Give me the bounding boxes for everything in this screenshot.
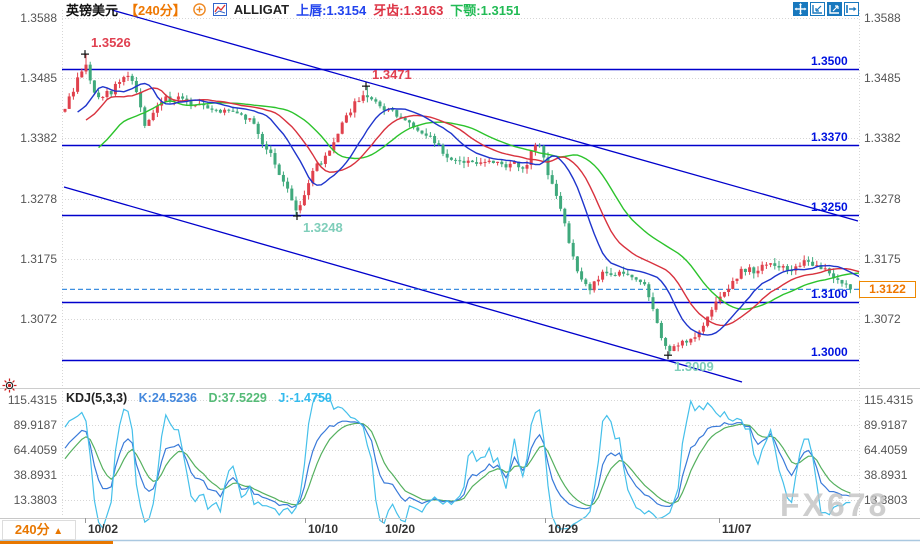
kdj-k-value: K:24.5236 — [138, 391, 197, 405]
indicator-name: ALLIGAT — [233, 2, 290, 17]
kdj-header: KDJ(5,3,3) K:24.5236 D:37.5229 J:-1.4750 — [66, 391, 340, 405]
alligator-teeth-value: 牙齿:1.3163 — [373, 3, 444, 18]
y-axis-label-left: 1.3278 — [20, 191, 57, 206]
kdj-axis-label-left: 38.8931 — [13, 467, 57, 482]
period-selector-underline — [0, 541, 113, 544]
kdj-axis-label-left: 64.4059 — [13, 442, 57, 457]
kdj-axis-label-left: 13.3803 — [13, 492, 57, 507]
kdj-d-value: D:37.5229 — [208, 391, 267, 405]
x-axis-label-10/10: 10/10 — [308, 522, 339, 536]
y-axis-label-left: 1.3175 — [20, 251, 57, 266]
timeframe-label[interactable]: 【240分】 — [125, 3, 186, 18]
chart-header: 英镑美元 【240分】 ALLIGAT 上唇:1.3154 牙齿:1.3163 … — [66, 1, 520, 18]
symbol-name: 英镑美元 — [66, 3, 119, 18]
current-price-tag: 1.3122 — [859, 281, 916, 298]
svg-text:1.3248: 1.3248 — [303, 220, 343, 235]
y-axis-label-left: 1.3072 — [20, 311, 57, 326]
kdj-axis-label-right: 64.4059 — [864, 442, 908, 457]
kdj-title: KDJ(5,3,3) — [66, 391, 128, 405]
indicator-chart-icon[interactable] — [212, 3, 227, 16]
x-axis-label-10/20: 10/20 — [385, 522, 416, 536]
y-axis-label-left: 1.3382 — [20, 130, 57, 145]
crosshair-move-icon[interactable] — [793, 2, 808, 16]
zoom-in-icon[interactable] — [827, 2, 842, 16]
svg-text:1.3471: 1.3471 — [372, 67, 412, 82]
fx678-watermark: FX678 — [780, 487, 890, 523]
level-label-1.3500: 1.3500 — [811, 53, 848, 68]
x-axis-label-10/02: 10/02 — [88, 522, 119, 536]
kdj-axis-label-right: 115.4315 — [864, 392, 914, 407]
y-axis-label-right: 1.3382 — [864, 130, 901, 145]
svg-text:1.3009: 1.3009 — [674, 359, 714, 374]
level-label-1.3100: 1.3100 — [811, 286, 848, 301]
zoom-out-icon[interactable] — [810, 2, 825, 16]
dropdown-arrow-icon: ▲ — [53, 526, 64, 537]
y-axis-label-right: 1.3588 — [864, 10, 901, 25]
kdj-axis-label-right: 13.3803 — [864, 492, 908, 507]
pan-right-icon[interactable] — [844, 2, 859, 16]
level-label-1.3370: 1.3370 — [811, 129, 848, 144]
svg-text:1.3526: 1.3526 — [91, 35, 131, 50]
kdj-axis-label-right: 38.8931 — [864, 467, 908, 482]
kdj-axis-label-right: 89.9187 — [864, 417, 908, 432]
period-selector[interactable]: 240分 ▲ — [2, 520, 76, 540]
x-axis-label-11/07: 11/07 — [722, 522, 752, 536]
chart-toolbar — [793, 2, 859, 16]
kdj-axis-label-left: 115.4315 — [7, 392, 57, 407]
y-axis-label-right: 1.3072 — [864, 311, 901, 326]
y-axis-label-right: 1.3175 — [864, 251, 901, 266]
kdj-j-value: J:-1.4750 — [278, 391, 332, 405]
y-axis-label-left: 1.3485 — [20, 70, 57, 85]
alligator-jaw-value: 下颚:1.3151 — [450, 3, 521, 18]
alligator-lips-value: 上唇:1.3154 — [296, 3, 367, 18]
level-label-1.3250: 1.3250 — [811, 199, 848, 214]
y-axis-label-left: 1.3588 — [20, 10, 57, 25]
kdj-axis-label-left: 89.9187 — [13, 417, 57, 432]
y-axis-label-right: 1.3485 — [864, 70, 901, 85]
x-axis-label-10/29: 10/29 — [548, 522, 579, 536]
add-indicator-icon[interactable] — [192, 3, 206, 16]
level-label-1.3000: 1.3000 — [811, 344, 848, 359]
price-alert-icon[interactable] — [2, 378, 17, 393]
y-axis-label-right: 1.3278 — [864, 191, 901, 206]
